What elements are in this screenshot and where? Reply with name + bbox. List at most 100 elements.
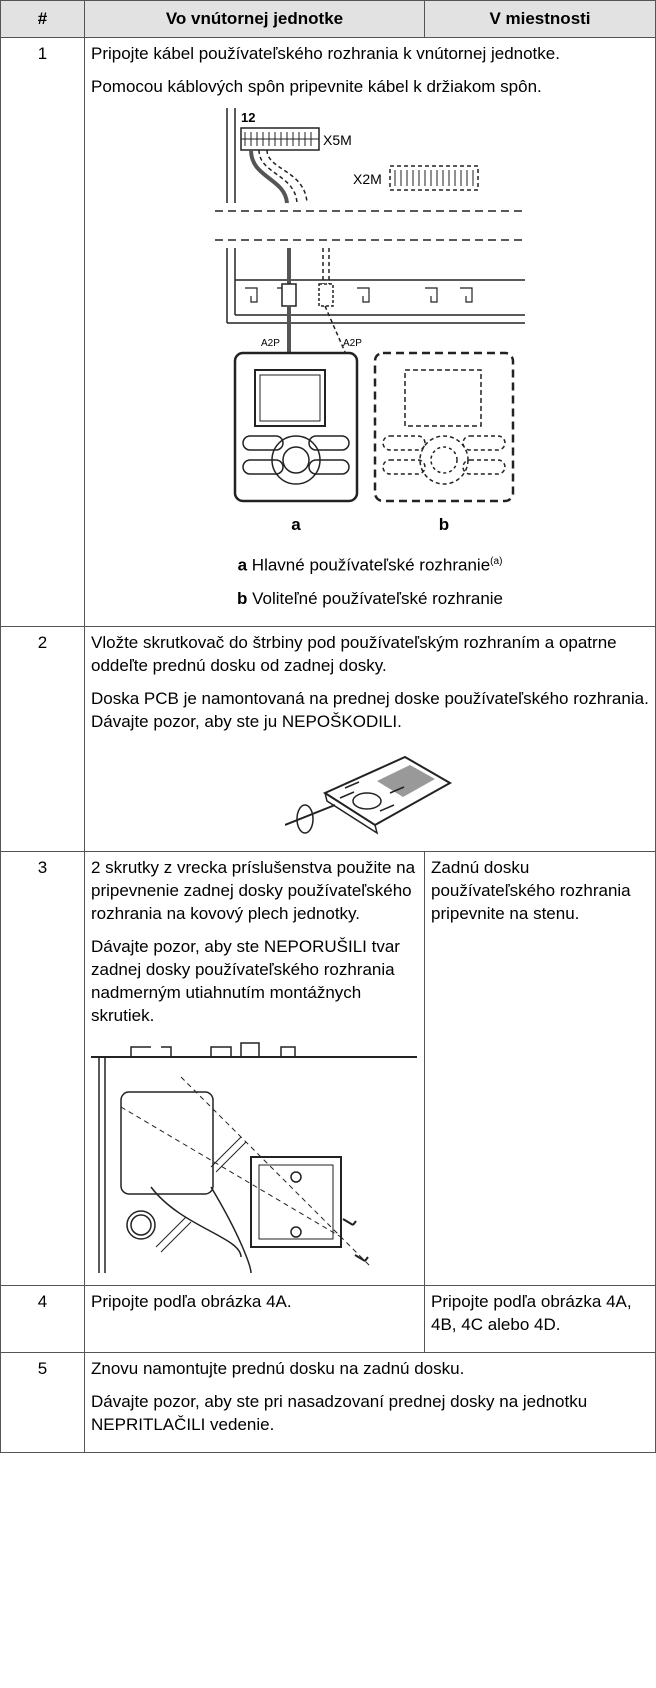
illustration-rect bbox=[404, 369, 482, 427]
illustration-circle bbox=[419, 435, 469, 485]
illustration-path bbox=[342, 1217, 369, 1262]
illustration-circle bbox=[290, 1225, 302, 1238]
illustration-rect bbox=[389, 165, 479, 191]
paragraph: Dávajte pozor, aby ste pri nasadzovaní p… bbox=[91, 1391, 588, 1434]
illustration-path bbox=[394, 170, 474, 186]
paragraph: Dávajte pozor, aby ste NEPORUŠILI tvar z… bbox=[91, 936, 400, 1025]
illustration-rect bbox=[259, 374, 321, 422]
illustration-circle bbox=[126, 1209, 156, 1240]
header-row: # Vo vnútornej jednotke V miestnosti bbox=[0, 0, 656, 38]
illustration-path bbox=[150, 1186, 252, 1273]
paragraph: Pomocou káblových spôn pripevnite kábel … bbox=[91, 77, 542, 96]
illustration-circle bbox=[271, 435, 321, 485]
cell: Zadnú dosku používateľského rozhrania pr… bbox=[424, 850, 656, 1286]
caption: a Hlavné používateľské rozhranie(a) bbox=[91, 550, 649, 577]
illustration-rect bbox=[373, 351, 515, 503]
illustration-rect bbox=[233, 351, 359, 503]
illustration-rect bbox=[318, 283, 334, 307]
illustration-ellipse bbox=[352, 791, 382, 810]
header-cell: Vo vnútornej jednotke bbox=[84, 0, 425, 38]
illustration-path bbox=[377, 764, 435, 797]
illustration-rect bbox=[462, 459, 506, 475]
illustration-circle bbox=[282, 446, 310, 474]
illustration-path bbox=[460, 287, 473, 303]
figure-label: X2M bbox=[353, 171, 382, 187]
illustration-path bbox=[266, 149, 308, 204]
illustration-rect bbox=[120, 1090, 214, 1195]
illustration-rect bbox=[281, 283, 297, 307]
illustration-rect bbox=[258, 1164, 334, 1240]
figure-label: A2P bbox=[261, 338, 280, 349]
row: 2 Vložte skrutkovač do štrbiny pod použí… bbox=[0, 625, 656, 852]
instruction-table: # Vo vnútornej jednotke V miestnosti 1 P… bbox=[0, 0, 656, 1453]
cell: 2 skrutky z vrecka príslušenstva použite… bbox=[84, 850, 425, 1286]
header-cell: # bbox=[0, 0, 85, 38]
paragraph: Zadnú dosku používateľského rozhrania pr… bbox=[431, 857, 631, 923]
illustration-path bbox=[322, 248, 330, 284]
illustration-path bbox=[258, 149, 298, 204]
paragraph: 2 skrutky z vrecka príslušenstva použite… bbox=[91, 857, 416, 923]
illustration-path bbox=[130, 1041, 296, 1057]
row: 4 Pripojte podľa obrázka 4A. Pripojte po… bbox=[0, 1284, 656, 1353]
illustration-path bbox=[425, 287, 438, 303]
illustration-g bbox=[245, 287, 473, 303]
illustration-ellipse bbox=[296, 803, 314, 834]
illustration-path bbox=[120, 1076, 372, 1268]
figure-label: 12 bbox=[241, 110, 255, 125]
step-number: 3 bbox=[0, 850, 85, 1286]
step-number: 5 bbox=[0, 1351, 85, 1453]
caption-text: Hlavné používateľské rozhranie bbox=[251, 555, 491, 575]
figure-label: b bbox=[439, 515, 449, 534]
step-number: 1 bbox=[0, 37, 85, 627]
illustration-rect bbox=[254, 369, 326, 427]
paragraph: Doska PCB je namontovaná na prednej dosk… bbox=[91, 688, 649, 731]
figure: 12 X5M X2M A2P A2P bbox=[91, 108, 649, 546]
illustration-rect bbox=[308, 435, 350, 451]
row: 5 Znovu namontujte prednú dosku na zadnú… bbox=[0, 1351, 656, 1453]
figure-label: X5M bbox=[323, 132, 352, 148]
caption-text: Voliteľné používateľské rozhranie bbox=[252, 588, 504, 608]
illustration-path bbox=[322, 755, 453, 826]
cell: Pripojte podľa obrázka 4A. bbox=[84, 1284, 425, 1353]
illustration-circle bbox=[130, 1213, 152, 1236]
illustration-path bbox=[245, 287, 258, 303]
illustration-path bbox=[98, 1055, 106, 1273]
illustration-circle bbox=[290, 1170, 302, 1183]
illustration-path bbox=[339, 780, 405, 812]
row: 1 Pripojte kábel používateľského rozhran… bbox=[0, 37, 656, 627]
caption: b Voliteľné používateľské rozhranie bbox=[91, 587, 649, 610]
illustration-g bbox=[241, 132, 319, 146]
illustration-rect bbox=[382, 435, 426, 451]
paragraph: Pripojte podľa obrázka 4A, 4B, 4C alebo … bbox=[431, 1291, 632, 1334]
screwdriver-figure bbox=[284, 755, 453, 835]
paragraph: Vložte skrutkovač do štrbiny pod používa… bbox=[91, 632, 617, 675]
caption-key: b bbox=[236, 588, 248, 608]
illustration-path bbox=[155, 1136, 247, 1253]
step-number: 2 bbox=[0, 625, 85, 852]
illustration-path bbox=[249, 149, 289, 204]
illustration-path bbox=[324, 792, 379, 835]
cell: Znovu namontujte prednú dosku na zadnú d… bbox=[84, 1351, 656, 1453]
footnote-ref: (a) bbox=[490, 556, 503, 567]
illustration-rect bbox=[242, 459, 284, 475]
figure-label: a bbox=[291, 515, 301, 534]
illustration-path bbox=[357, 287, 370, 303]
cell: Vložte skrutkovač do štrbiny pod používa… bbox=[84, 625, 656, 852]
header-cell: V miestnosti bbox=[424, 0, 656, 38]
illustration-rect bbox=[308, 459, 350, 475]
illustration-rect bbox=[382, 459, 426, 475]
illustration-rect bbox=[250, 1155, 342, 1248]
figure bbox=[91, 743, 649, 845]
illustration-rect bbox=[462, 435, 506, 451]
row: 3 2 skrutky z vrecka príslušenstva použi… bbox=[0, 850, 656, 1286]
step-number: 4 bbox=[0, 1284, 85, 1353]
figure-label: A2P bbox=[343, 338, 362, 349]
cell: Pripojte kábel používateľského rozhrania… bbox=[84, 37, 656, 627]
paragraph: Pripojte kábel používateľského rozhrania… bbox=[91, 44, 560, 63]
illustration-path bbox=[284, 803, 336, 826]
illustration-path bbox=[324, 305, 346, 353]
illustration-rect bbox=[242, 435, 284, 451]
paragraph: Znovu namontujte prednú dosku na zadnú d… bbox=[91, 1358, 465, 1378]
